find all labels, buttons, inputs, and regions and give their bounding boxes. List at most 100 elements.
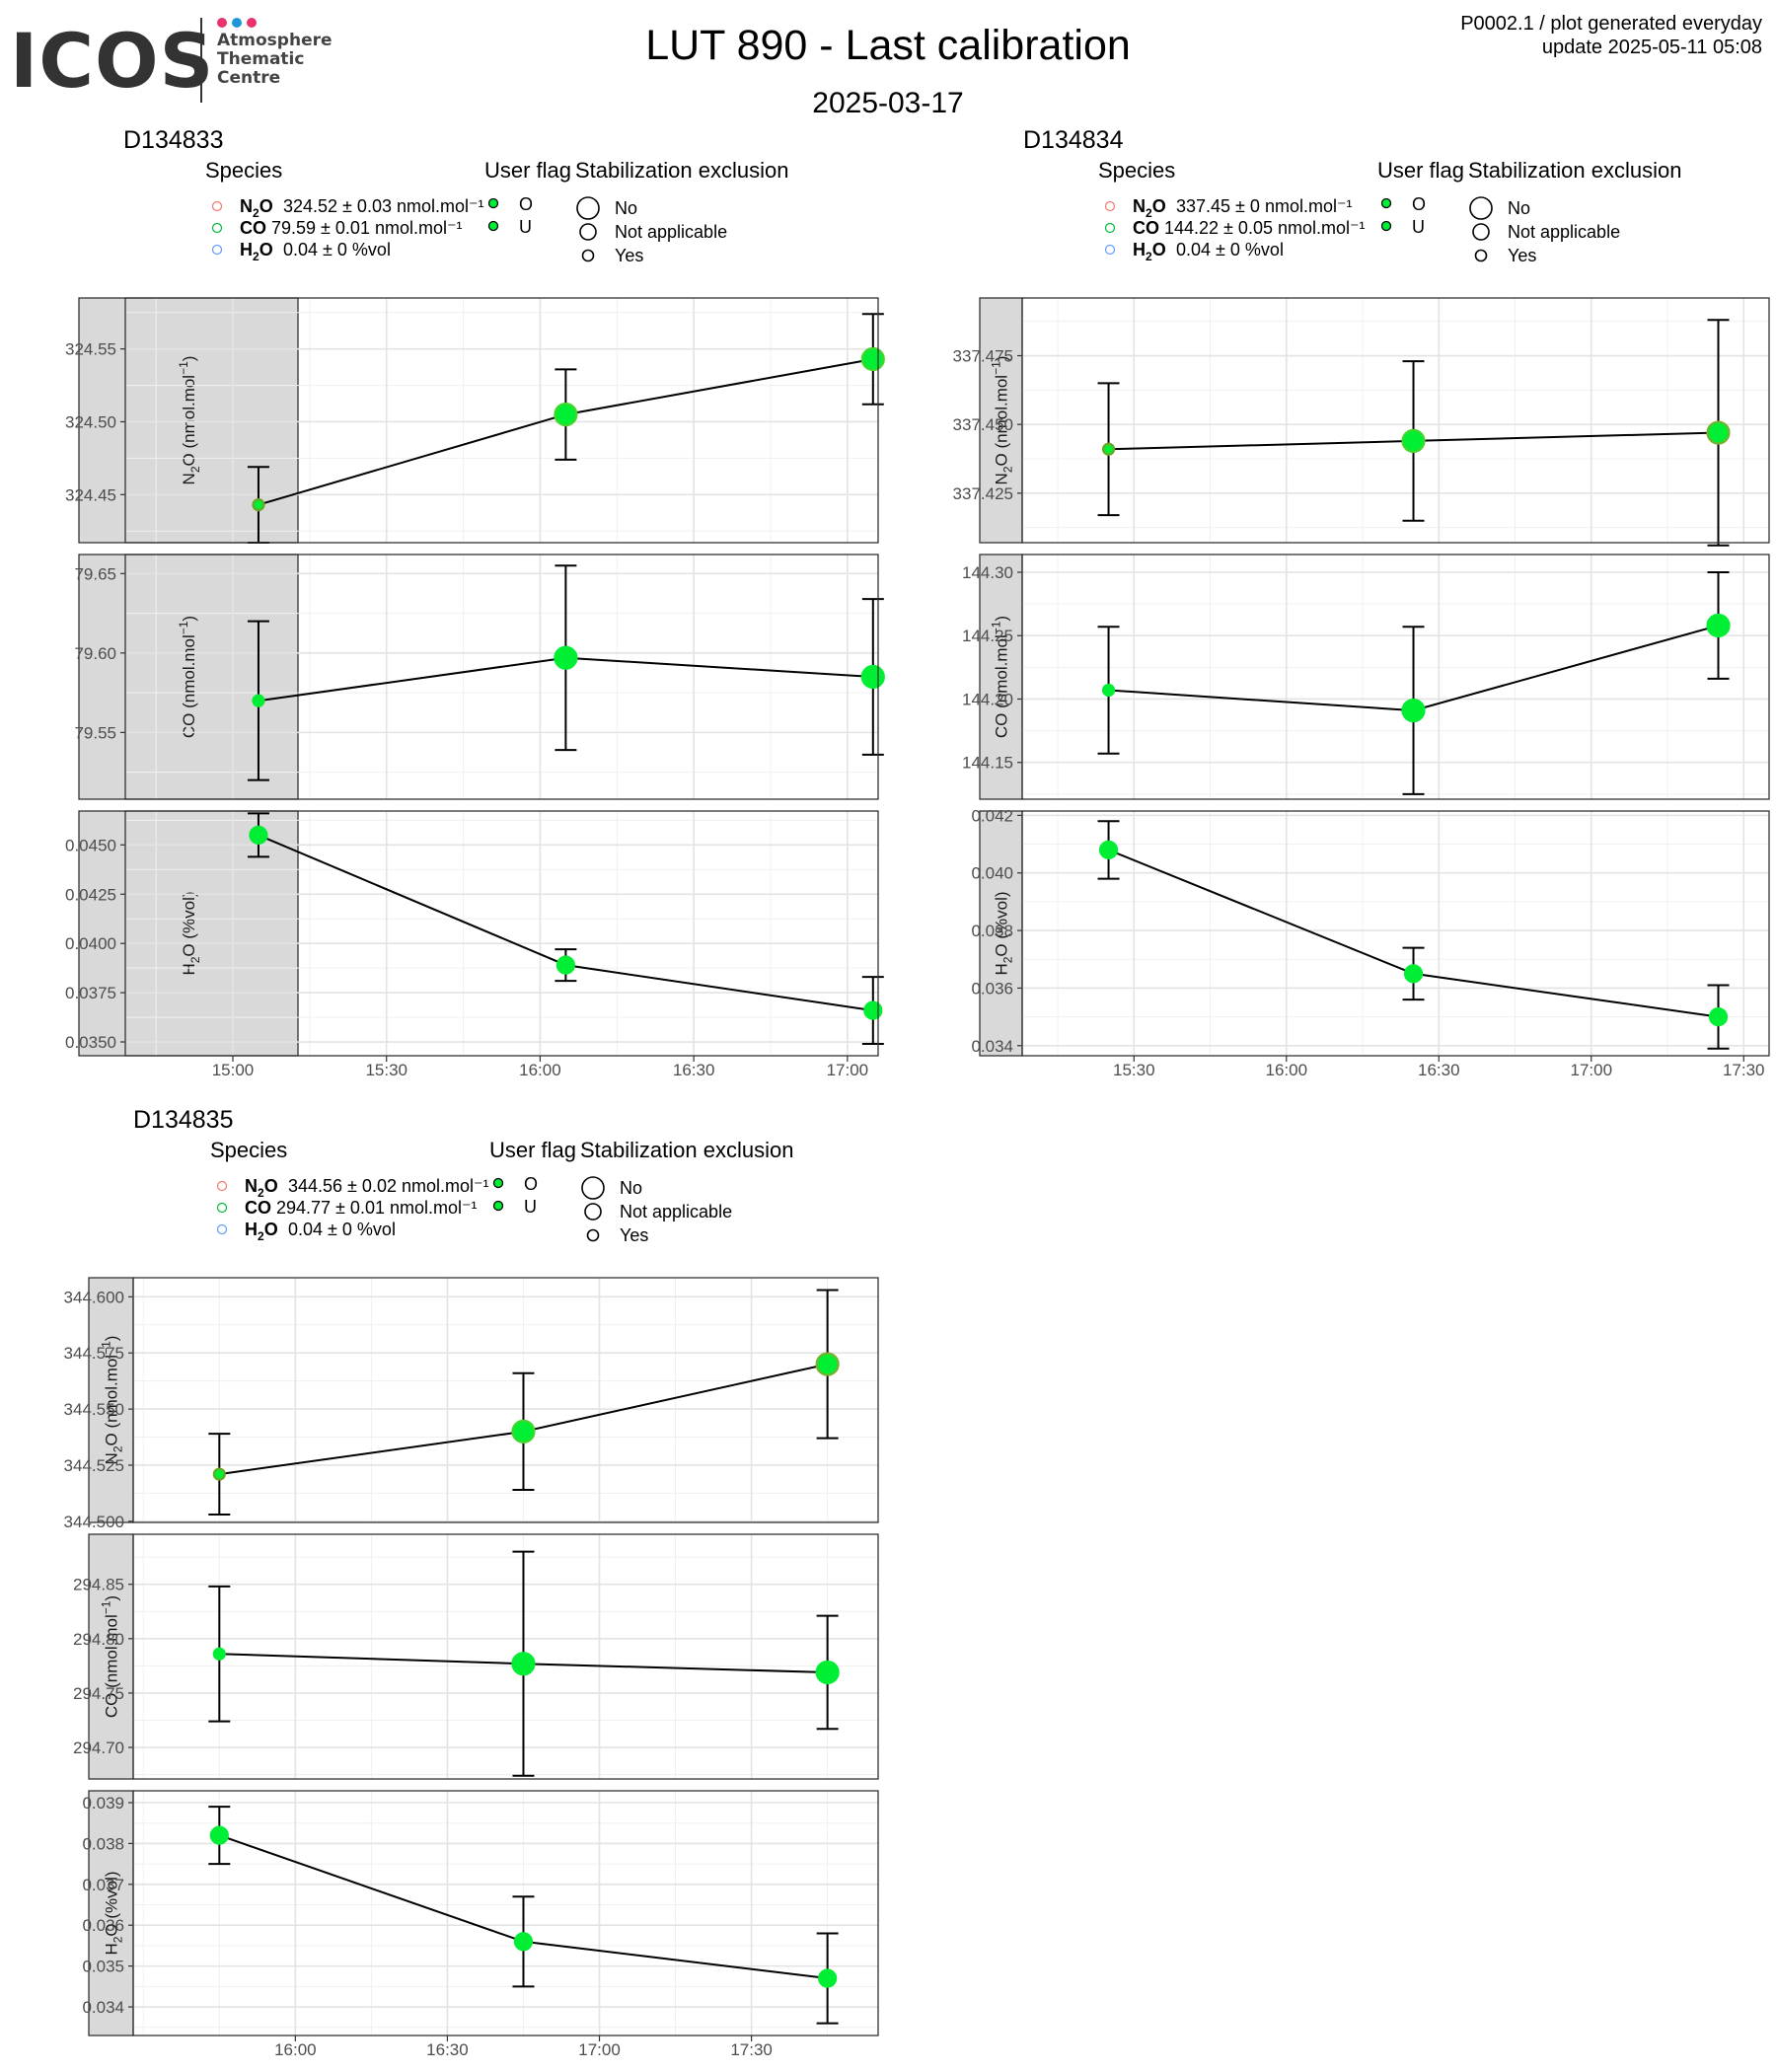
x-tick-label: 16:00 xyxy=(1266,1061,1308,1079)
legend-species-name: H2O xyxy=(245,1220,278,1243)
x-tick-label: 17:00 xyxy=(827,1061,869,1079)
legend-species-key-icon xyxy=(216,1180,228,1192)
panel-border xyxy=(1021,554,1770,800)
y-tick-label: 79.60 xyxy=(74,644,116,663)
panel-border xyxy=(132,1790,879,2036)
legend-title-stabilization: Stabilization exclusion xyxy=(1468,158,1681,183)
update-timestamp: update 2025-05-11 05:08 xyxy=(1541,37,1762,58)
legend-species-value: 0.04 ± 0 %vol xyxy=(288,1220,396,1239)
y-tick-label: 0.0400 xyxy=(65,934,116,953)
panel-1: CO (nmol.mol−1) 79.55 79.60 79.65 xyxy=(74,554,885,800)
logo-subtitle-line: Centre xyxy=(217,68,281,88)
y-tick-label: 0.034 xyxy=(971,1037,1013,1056)
y-tick-label: 294.80 xyxy=(73,1630,124,1649)
panel-strip xyxy=(979,810,1023,1057)
panel-2: H2O (%vol) 0.034 0.036 0.038 0.040 0.042 xyxy=(971,806,1770,1057)
y-tick-label: 144.25 xyxy=(962,627,1013,645)
chart-title: D134834 xyxy=(1023,126,1124,154)
panel-1: CO (nmol.mol−1) 294.70 294.75 294.80 294.85 xyxy=(73,1533,879,1780)
x-tick-label: 17:00 xyxy=(1570,1061,1612,1079)
y-tick-label: 344.500 xyxy=(64,1513,124,1531)
legend-species-key-icon xyxy=(1104,222,1116,234)
legend-species-name: H2O xyxy=(1133,240,1166,263)
y-tick-label: 294.75 xyxy=(73,1684,124,1703)
legend-species-key-icon xyxy=(216,1223,228,1235)
y-tick-label: 0.0375 xyxy=(65,984,116,1002)
panel-border xyxy=(124,554,879,800)
legend-stabilization-key-icon xyxy=(1472,223,1490,241)
data-point xyxy=(249,825,268,845)
legend-stabilization-label: No xyxy=(1508,198,1530,218)
data-point xyxy=(1101,683,1116,698)
legend-species-value: 294.77 ± 0.01 nmol.mol⁻¹ xyxy=(276,1198,477,1218)
legend-stabilization-label: Yes xyxy=(615,246,643,265)
x-tick-label: 16:00 xyxy=(274,2040,317,2059)
panel-2: H2O (%vol) 0.0350 0.0375 0.0400 0.0425 0.0450 xyxy=(65,810,884,1057)
legend-title-stabilization: Stabilization exclusion xyxy=(580,1138,793,1162)
y-tick-label: 344.550 xyxy=(64,1400,124,1419)
data-point xyxy=(815,1352,840,1376)
calibration-date: 2025-03-17 xyxy=(812,87,964,119)
data-point xyxy=(252,694,265,707)
data-point xyxy=(511,1419,536,1443)
logo-dot-pink-icon xyxy=(247,18,257,28)
data-point xyxy=(1401,428,1426,453)
icos-logo: ICOS Atmosphere Thematic Centre xyxy=(10,14,333,108)
legend-species-key-icon xyxy=(1104,244,1116,256)
panel-ylabel: N2O (nmol.mol−1) xyxy=(177,356,202,485)
legend-stabilization-key-icon xyxy=(584,1203,602,1221)
legend-title-user-flag: User flag xyxy=(489,1138,576,1162)
data-point xyxy=(1101,442,1116,456)
data-point xyxy=(860,664,885,690)
y-tick-label: 144.15 xyxy=(962,754,1013,773)
y-tick-label: 0.034 xyxy=(82,1998,124,2017)
panel-border xyxy=(1021,810,1770,1057)
data-point xyxy=(815,1660,840,1685)
legend-species-name: N2O xyxy=(245,1176,278,1200)
panel-2: H2O (%vol) 0.034 0.035 0.036 0.037 0.038 0.039 xyxy=(82,1790,879,2036)
panel-ylabel: CO (nmol.mol−1) xyxy=(177,616,198,738)
legend-title-stabilization: Stabilization exclusion xyxy=(575,158,788,183)
legend-stabilization-label: Yes xyxy=(1508,246,1536,265)
y-tick-label: 344.575 xyxy=(64,1344,124,1363)
y-tick-label: 337.425 xyxy=(953,484,1013,503)
legend-flag-key-icon xyxy=(487,220,499,232)
series-line xyxy=(258,834,873,1012)
x-axis: 16:00 16:30 17:00 17:30 xyxy=(274,2035,773,2059)
y-tick-label: 0.036 xyxy=(82,1916,124,1935)
y-tick-label: 0.042 xyxy=(971,806,1013,825)
chart-legend: Species User flag Stabilization exclusion N… xyxy=(205,158,788,265)
legend-stabilization-label: Not applicable xyxy=(615,222,727,242)
legend-species-key-icon xyxy=(211,222,223,234)
y-tick-label: 79.55 xyxy=(74,723,116,742)
y-tick-label: 0.0350 xyxy=(65,1033,116,1052)
y-tick-label: 337.450 xyxy=(953,415,1013,434)
generation-info: P0002.1 / plot generated everyday update… xyxy=(1460,12,1762,59)
y-tick-label: 0.0450 xyxy=(65,836,116,854)
legend-stabilization-label: No xyxy=(620,1178,642,1198)
chart-legend: Species User flag Stabilization exclusion N… xyxy=(210,1138,793,1245)
legend-stabilization-key-icon xyxy=(586,1228,600,1242)
panel-border xyxy=(1021,297,1770,544)
data-point xyxy=(554,645,578,670)
legend-species-value: 144.22 ± 0.05 nmol.mol⁻¹ xyxy=(1164,218,1365,238)
legend-species-value: 337.45 ± 0 nmol.mol⁻¹ xyxy=(1176,196,1352,216)
data-point xyxy=(1098,840,1119,859)
panel-border xyxy=(124,810,879,1057)
legend-flag-key-icon xyxy=(492,1177,504,1189)
logo-subtitle-line: Atmosphere xyxy=(217,31,333,50)
x-axis: 15:30 16:00 16:30 17:00 17:30 xyxy=(1113,1056,1765,1079)
logo-wordmark: ICOS xyxy=(10,17,215,105)
legend-species-value: 0.04 ± 0 %vol xyxy=(283,240,391,259)
legend-stabilization-label: No xyxy=(615,198,637,218)
data-point xyxy=(209,1825,229,1845)
data-point xyxy=(511,1652,536,1676)
legend-species-key-icon xyxy=(211,244,223,256)
legend-species-value: 0.04 ± 0 %vol xyxy=(1176,240,1284,259)
chart-D134833: D134833 Species User flag Stabilization exc… xyxy=(65,126,885,1079)
data-point xyxy=(554,402,578,427)
y-tick-label: 0.040 xyxy=(971,864,1013,883)
y-tick-label: 0.039 xyxy=(82,1794,124,1813)
x-tick-label: 17:30 xyxy=(1723,1061,1765,1079)
